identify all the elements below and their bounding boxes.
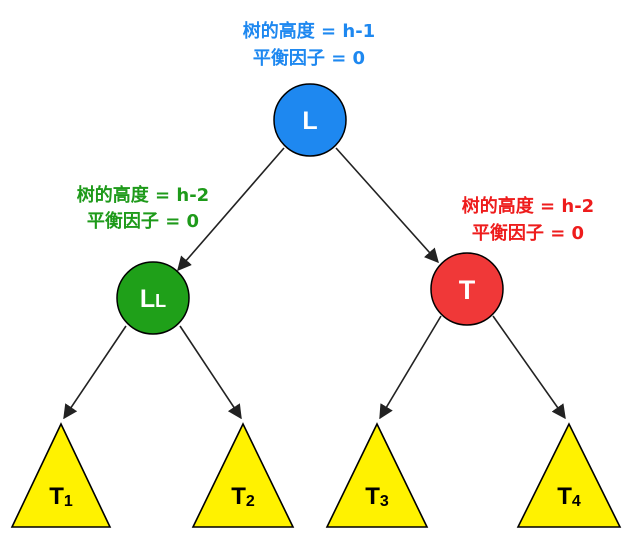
subtree-t4: T4 <box>516 422 622 528</box>
edge-right-t3 <box>379 315 442 420</box>
node-right-label: T <box>459 275 476 305</box>
subtree-t3-label: T3 <box>365 483 389 510</box>
subtree-t2: T2 <box>191 422 295 528</box>
node-left-label: LL <box>140 285 166 313</box>
node-left-circle <box>116 261 190 335</box>
edge-right-t4 <box>492 315 566 420</box>
node-root-circle <box>273 83 347 157</box>
left-balance-label: 平衡因子 = 0 <box>87 210 199 232</box>
subtree-t2-sub: 2 <box>246 493 255 510</box>
root-height-label: 树的高度 = h-1 <box>243 20 375 42</box>
subtree-t3-main: T <box>365 483 380 510</box>
edge-root-left <box>177 147 285 272</box>
right-balance-label: 平衡因子 = 0 <box>472 222 584 244</box>
subtree-t1-triangle <box>10 422 112 528</box>
node-right-circle <box>430 252 504 326</box>
node-left-sub: L <box>155 291 166 311</box>
subtree-t2-triangle <box>191 422 295 528</box>
node-left: LL <box>116 261 190 335</box>
edge-left-t1 <box>63 325 127 420</box>
node-right: T <box>430 252 504 326</box>
node-left-main: L <box>140 285 155 313</box>
subtree-t1-sub: 1 <box>64 493 73 510</box>
edge-left-t2 <box>179 325 242 420</box>
subtree-t2-label: T2 <box>231 483 255 510</box>
node-root: L <box>273 83 347 157</box>
subtree-t4-main: T <box>557 483 572 510</box>
edge-root-right <box>335 147 439 264</box>
subtree-t3-sub: 3 <box>380 493 389 510</box>
subtree-t4-label: T4 <box>557 483 581 510</box>
subtree-t1: T1 <box>10 422 112 528</box>
subtree-t4-triangle <box>516 422 622 528</box>
subtree-t3: T3 <box>325 422 429 528</box>
left-height-label: 树的高度 = h-2 <box>77 184 209 206</box>
subtree-t2-main: T <box>231 483 246 510</box>
subtree-t3-triangle <box>325 422 429 528</box>
right-height-label: 树的高度 = h-2 <box>462 195 594 217</box>
root-balance-label: 平衡因子 = 0 <box>253 47 365 69</box>
edges <box>63 147 566 420</box>
node-root-label: L <box>302 107 317 135</box>
subtree-t1-label: T1 <box>49 483 73 510</box>
subtree-t1-main: T <box>49 483 64 510</box>
subtree-t4-sub: 4 <box>572 493 581 510</box>
